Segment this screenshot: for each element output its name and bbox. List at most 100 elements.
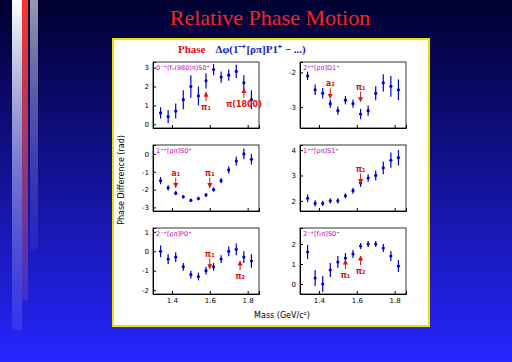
subplot-title: 1⁺⁺[ρπ]S0⁺ (156, 147, 192, 155)
y-tick-label: 1 (145, 229, 149, 237)
y-tick-label: 0 (292, 281, 296, 289)
y-tick-label: 2 (145, 83, 149, 91)
axis-line (301, 291, 407, 295)
x-tick: 1.8 (390, 291, 401, 305)
x-tick-mark (319, 208, 320, 211)
data-point (321, 92, 324, 95)
decor-stripe (30, 0, 38, 250)
data-point (359, 113, 362, 116)
decor-stripe (22, 0, 28, 300)
x-axis: 1.41.61.8 (154, 291, 260, 305)
y-tick-label: 0 (145, 151, 149, 159)
y-tick: 1 (145, 102, 156, 110)
x-tick (172, 208, 173, 211)
panel (113, 39, 429, 326)
data-point (359, 244, 362, 247)
plot-frame (153, 62, 259, 128)
x-tick (395, 125, 396, 128)
data-point (189, 273, 192, 276)
axis-line (154, 146, 157, 212)
data-point (374, 174, 377, 177)
data-point (197, 197, 200, 200)
data-point (306, 197, 309, 200)
y-tick: 2 (292, 241, 303, 249)
data-point (167, 186, 170, 189)
data-point (189, 85, 192, 88)
annotation-arrow (360, 174, 361, 184)
y-tick-mark (153, 124, 156, 125)
data-point (220, 75, 223, 78)
axis-line (301, 63, 304, 129)
annotation-arrow (175, 178, 176, 188)
x-tick-mark (210, 125, 211, 128)
subplot-title: 2⁻⁺[ρπ]P0⁺ (156, 230, 192, 238)
y-tick-label: -1 (142, 168, 149, 176)
data-point (321, 202, 324, 205)
data-point (397, 264, 400, 267)
x-tick-mark (357, 208, 358, 211)
plot-marks (159, 244, 253, 281)
data-point (367, 109, 370, 112)
y-tick-mark (300, 201, 303, 202)
data-point (329, 199, 332, 202)
x-tick-label: 1.4 (314, 297, 326, 305)
plot-marks (159, 64, 253, 123)
x-tick-mark (395, 125, 396, 128)
x-tick (357, 208, 358, 211)
data-point (389, 254, 392, 257)
data-point (227, 74, 230, 77)
y-tick-label: 1 (292, 261, 296, 269)
x-tick (210, 208, 211, 211)
x-tick-mark (248, 291, 249, 294)
data-point (351, 189, 354, 192)
annotation-arrow (240, 261, 241, 270)
data-point (344, 256, 347, 259)
y-axis-title: Phase Difference (rad) (117, 135, 126, 225)
y-axis: -2-101 (142, 229, 156, 295)
data-point (397, 156, 400, 159)
data-point (159, 179, 162, 182)
subplot-title: 2⁺⁺[ρπ]D1⁺ (303, 64, 340, 72)
y-tick: 1 (292, 261, 303, 269)
y-tick-mark (300, 264, 303, 265)
x-tick-mark (172, 291, 173, 294)
data-point (235, 159, 238, 162)
x-tick-label: 1.6 (352, 297, 364, 305)
data-point (367, 242, 370, 245)
annotation-label: π₁ (205, 250, 215, 259)
y-tick-mark (300, 284, 303, 285)
data-point (314, 202, 317, 205)
axis-line (154, 208, 260, 212)
data-point (382, 246, 385, 249)
subplot: 1.41.61.8-2-1012⁻⁺[ρπ]P0⁺π₁π₂ (142, 228, 259, 305)
panel-subtitle: Δφ(1⁻⁺[ρπ]P1⁺ − ...) (216, 43, 306, 56)
x-axis-title: Mass (GeV/c²) (254, 311, 310, 320)
data-point (306, 250, 309, 253)
background (0, 0, 512, 362)
y-tick-mark (153, 172, 156, 173)
y-tick-mark (153, 190, 156, 191)
x-tick: 1.4 (314, 291, 326, 305)
data-point (174, 192, 177, 195)
y-tick: 1 (145, 229, 156, 237)
y-tick: 2 (292, 198, 303, 206)
y-tick: -3 (289, 104, 303, 112)
y-tick-label: -1 (142, 267, 149, 275)
x-axis (301, 125, 407, 129)
data-point (220, 179, 223, 182)
data-point (250, 259, 253, 262)
x-tick (248, 125, 249, 128)
y-tick-mark (300, 244, 303, 245)
y-tick-label: 0 (145, 248, 149, 256)
axis-line (154, 125, 260, 129)
x-tick-mark (172, 125, 173, 128)
annotation-label: π₁ (205, 169, 215, 178)
y-tick-mark (153, 105, 156, 106)
x-tick-label: 1.8 (390, 297, 401, 305)
y-tick-mark (153, 251, 156, 252)
data-point (397, 88, 400, 91)
data-point (344, 99, 347, 102)
data-point (197, 94, 200, 97)
data-point (344, 194, 347, 197)
data-point (212, 265, 215, 268)
